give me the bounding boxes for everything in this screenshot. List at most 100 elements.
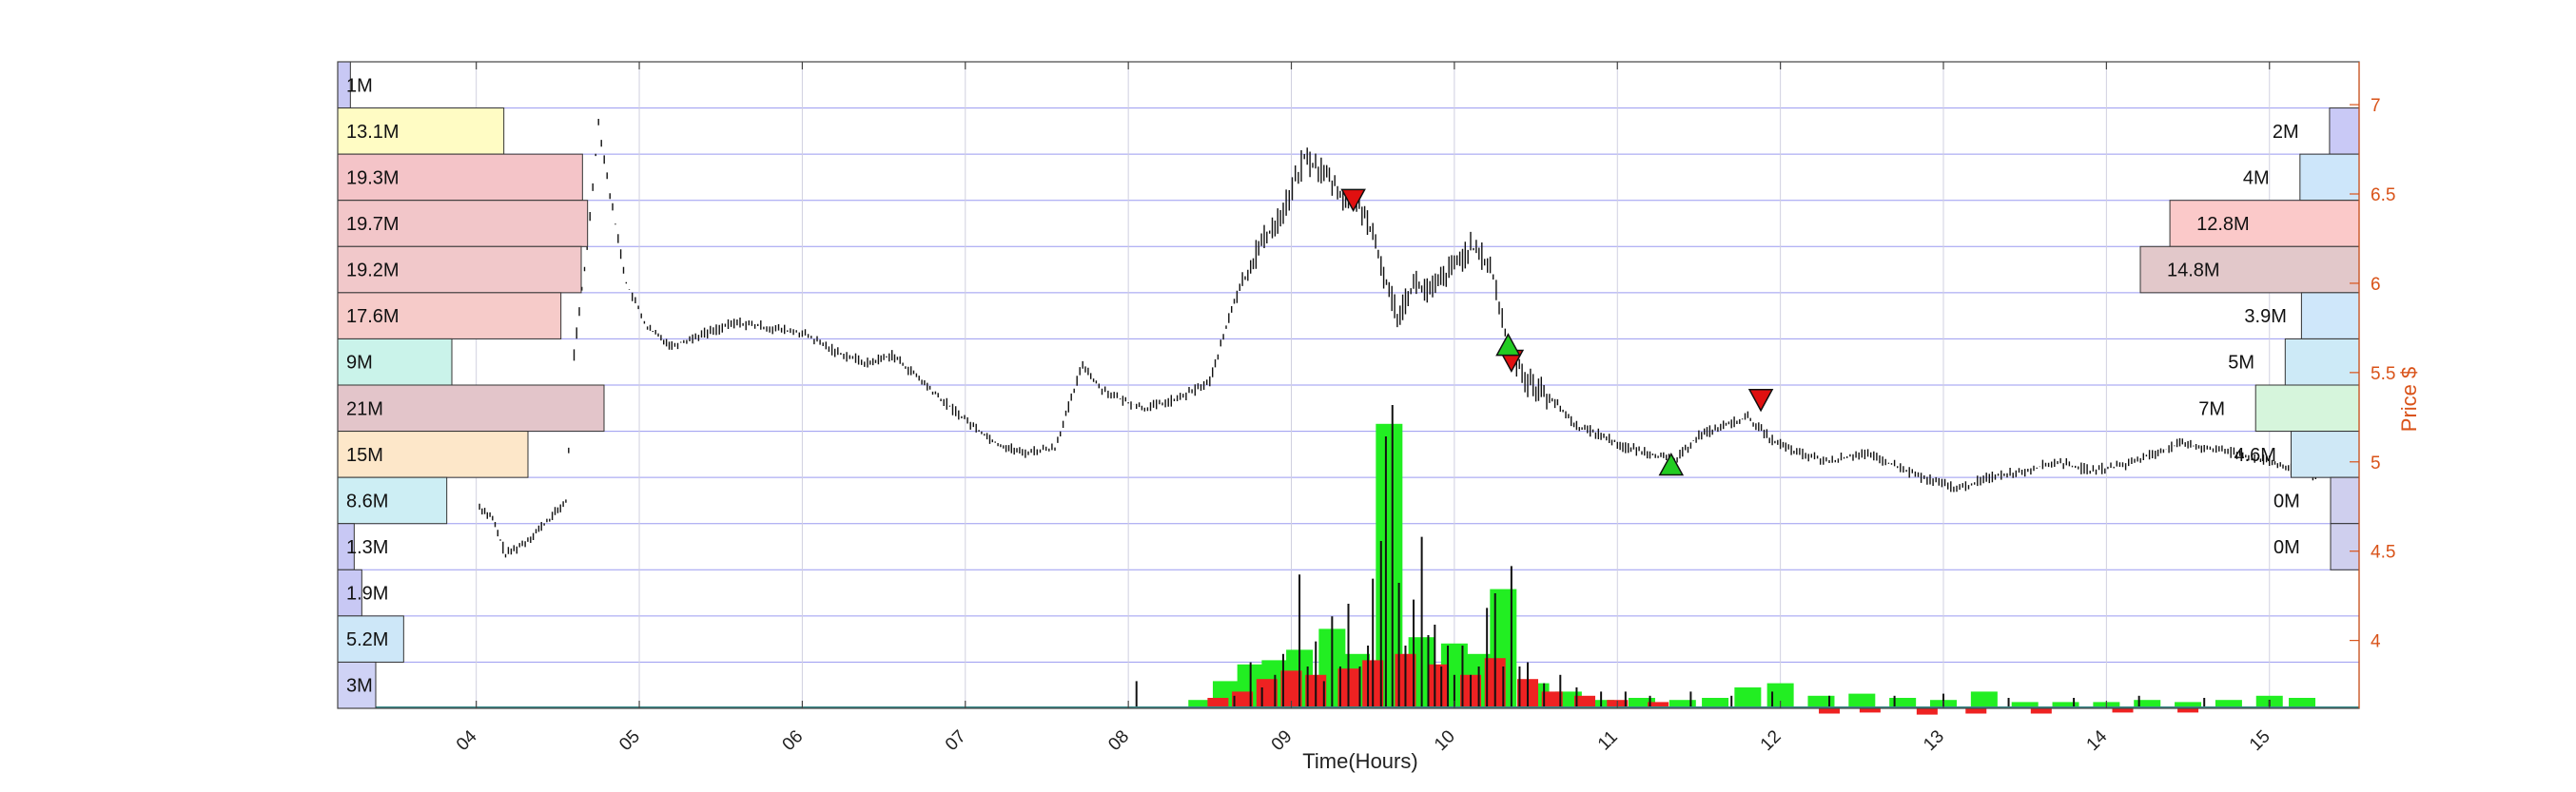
volume-bar-red — [1916, 708, 1938, 715]
right-tick-label: 5 — [2371, 454, 2381, 473]
volume-profile-left-label: 17.6M — [346, 306, 400, 327]
volume-bar-green — [1807, 695, 1835, 708]
volume-profile-right-label: 7M — [2198, 398, 2225, 419]
volume-profile-left-label: 1M — [346, 75, 373, 96]
volume-bar-red — [1573, 695, 1595, 708]
axis-layer: 04 05 06 07 08 09 10 11 12 13 14 15 4 4.5 5 5.5 6 6.5 7 — [337, 61, 2395, 755]
volume-bar-green — [1628, 698, 1655, 708]
volume-profile-left-bar — [337, 569, 362, 617]
volume-bar-green — [2134, 700, 2161, 708]
x-tick-label: 11 — [1594, 727, 1622, 755]
volume-profile-left: 1M 13.1M 19.3M 19.7M 19.2M 17.6M 9M 21M 15M 8.6M 1… — [337, 61, 605, 709]
right-tick-label: 4 — [2371, 632, 2381, 652]
sell-marker — [1747, 389, 1774, 413]
volume-profile-right-bar — [2299, 153, 2360, 202]
sell-marker — [1340, 188, 1366, 212]
buy-marker — [1495, 333, 1521, 357]
volume-profile-right-label: 3.9M — [2244, 306, 2286, 327]
x-tick-label: 09 — [1268, 726, 1297, 755]
volume-profile-right-label: 4.6M — [2234, 445, 2276, 466]
volume-bar-green — [1669, 700, 1696, 708]
volume-bar-red — [2112, 708, 2134, 713]
volume-bar-green — [2175, 702, 2202, 708]
volume-bar-red — [1207, 698, 1229, 708]
volume-profile-left-bar — [337, 431, 529, 478]
volume-profile-left-label: 19.3M — [346, 167, 400, 188]
volume-bar-green — [2215, 700, 2242, 708]
volume-profile-right-label: 14.8M — [2167, 261, 2220, 281]
volume-profile-left-label: 1.9M — [346, 584, 388, 605]
volume-profile-right-label: 2M — [2273, 122, 2299, 143]
volume-bar-green — [2011, 702, 2039, 708]
volume-bar-green — [1702, 698, 1729, 708]
volume-profile-right-bar — [2330, 523, 2360, 570]
volume-profile-right-bar — [2329, 107, 2360, 155]
volume-bar-green — [1848, 693, 1876, 708]
volume-profile-right-bar — [2300, 292, 2360, 339]
volume-bar-red — [1965, 708, 1987, 714]
x-tick-label: 13 — [1920, 726, 1948, 755]
volume-profile-left-bar — [337, 476, 448, 525]
volume-bar-red — [1280, 670, 1302, 708]
volume-profile-right-label: 0M — [2274, 491, 2300, 512]
volume-profile-right-bar — [2291, 431, 2360, 478]
volume-bar-red — [1859, 708, 1881, 713]
volume-profile-left-label: 9M — [346, 353, 373, 374]
volume-bar-red — [1427, 664, 1449, 708]
volume-profile-left-label: 13.1M — [346, 122, 400, 143]
volume-bar-green — [1188, 700, 1216, 708]
volume-profile-left-bar — [337, 338, 453, 386]
x-tick-label: 05 — [615, 726, 644, 755]
volume-profile-left-label: 5.2M — [346, 629, 388, 650]
volume-profile-right-label: 5M — [2228, 353, 2254, 374]
volume-bar-red — [1819, 708, 1841, 714]
x-tick-label: 06 — [779, 726, 808, 755]
volume-bar-red — [1232, 691, 1254, 708]
volume-bar-red — [1541, 691, 1563, 708]
volume-bar-red — [1648, 702, 1669, 708]
x-tick-label: 12 — [1757, 726, 1786, 755]
volume-bar-green — [1970, 691, 1998, 708]
x-tick-label: 08 — [1104, 726, 1133, 755]
right-tick-label: 6 — [2371, 275, 2381, 295]
x-tick-label: 15 — [2246, 726, 2274, 755]
volume-profile-left-label: 8.6M — [346, 491, 388, 512]
volume-profile-left-label: 19.2M — [346, 261, 400, 281]
volume-profile-right-bar — [2169, 200, 2360, 247]
volume-profile-right-bar — [2254, 384, 2360, 433]
volume-profile-right-label: 12.8M — [2196, 214, 2250, 235]
volume-profile-left-label: 3M — [346, 676, 373, 697]
volume-profile-left-bar — [337, 245, 582, 294]
volume-profile-left-label: 1.3M — [346, 537, 388, 558]
volume-bar-green — [1889, 698, 1917, 708]
volume-profile-left-bar — [337, 107, 505, 155]
x-tick-label: 07 — [942, 726, 970, 755]
volume-bar-green — [2289, 698, 2316, 708]
right-tick-label: 6.5 — [2371, 185, 2395, 205]
volume-profile-left-label: 15M — [346, 445, 383, 466]
trade-markers — [1340, 188, 1774, 476]
volume-layer — [338, 405, 2359, 715]
right-tick-label: 7 — [2371, 96, 2381, 116]
x-tick-label: 14 — [2083, 726, 2112, 755]
volume-bar-red — [2030, 708, 2052, 714]
volume-profile-left-bar — [337, 292, 562, 339]
volume-bar-green — [1734, 687, 1762, 708]
right-tick-label: 5.5 — [2371, 364, 2395, 384]
volume-profile-right: 2M 4M 12.8M 14.8M 3.9M 5M 7M 4.6M 0M 0M — [2139, 107, 2360, 570]
x-axis-title: Time(Hours) — [1302, 749, 1417, 773]
buy-marker — [1658, 452, 1685, 476]
volume-profile-left-label: 19.7M — [346, 214, 400, 235]
volume-profile-right-label: 0M — [2274, 537, 2300, 558]
volume-profile-left-label: 21M — [346, 398, 383, 419]
volume-bar-red — [2177, 708, 2199, 713]
y-axis-right-title: Price $ — [2397, 367, 2421, 432]
volume-profile-right-label: 4M — [2243, 167, 2270, 188]
x-tick-label: 04 — [453, 726, 481, 755]
volume-profile-right-bar — [2284, 338, 2360, 386]
volume-profile-right-bar — [2330, 476, 2360, 525]
volume-profile-left-bar — [337, 661, 377, 709]
volume-profile-right-bar — [2139, 245, 2360, 294]
x-tick-label: 10 — [1431, 726, 1459, 755]
